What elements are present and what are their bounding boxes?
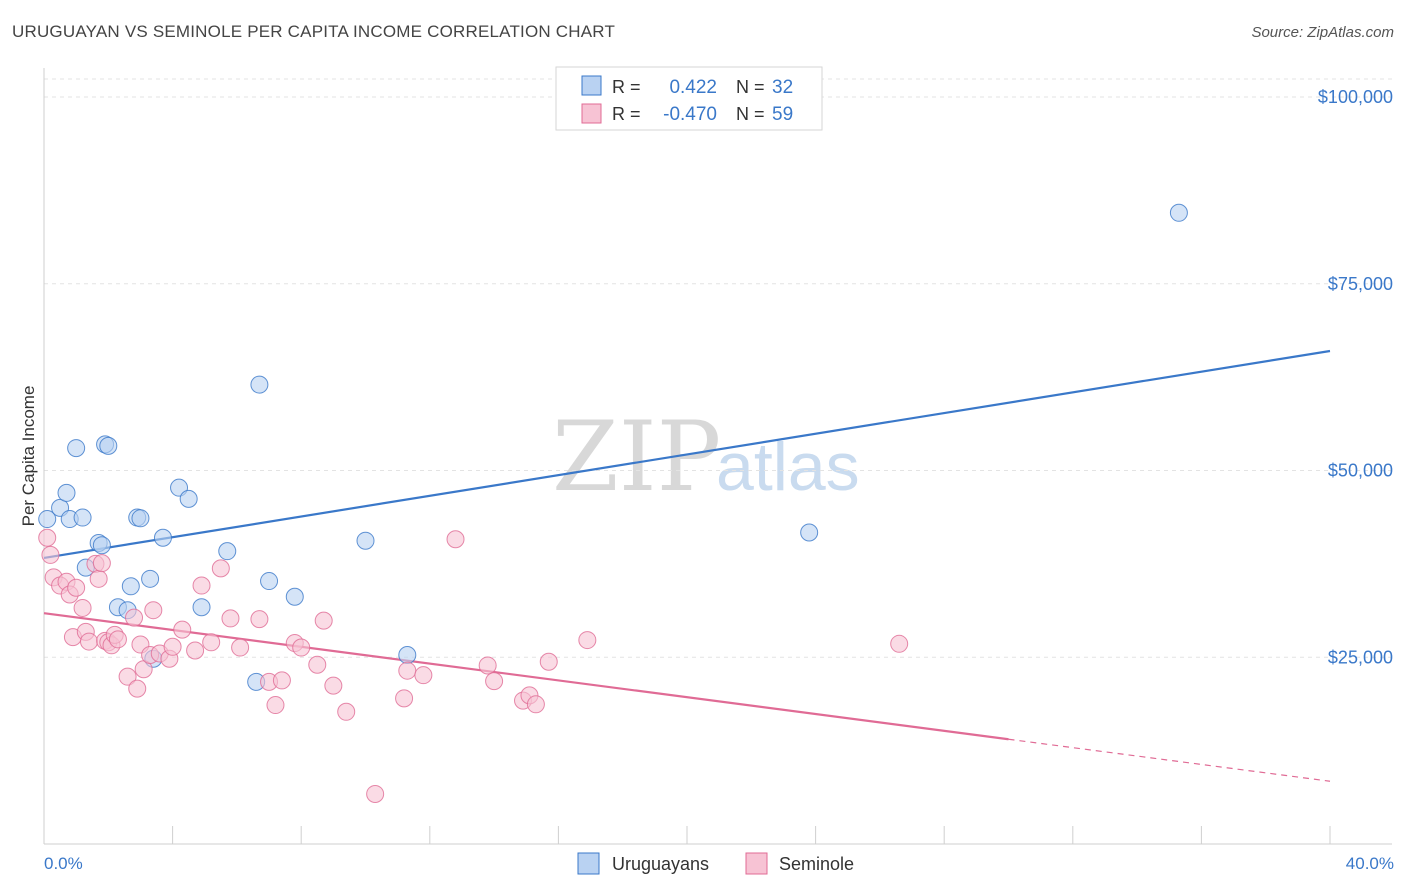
point-blue-25 bbox=[260, 572, 279, 591]
point-pink-29 bbox=[186, 641, 205, 660]
legend-n-label-pink: N = bbox=[736, 104, 765, 124]
y-tick-label-2: $75,000 bbox=[1328, 274, 1393, 294]
point-pink-44 bbox=[337, 702, 356, 721]
x-tick-label-left: 0.0% bbox=[44, 854, 83, 873]
legend-bottom: Uruguayans Seminole bbox=[577, 852, 854, 875]
point-pink-30 bbox=[192, 576, 211, 595]
point-pink-11 bbox=[89, 569, 108, 588]
point-pink-54 bbox=[526, 695, 545, 714]
point-pink-20 bbox=[128, 679, 147, 698]
point-blue-30 bbox=[1169, 203, 1188, 222]
point-blue-10 bbox=[99, 436, 118, 455]
trend-lines bbox=[43, 349, 1331, 782]
legend-r-label-pink: R = bbox=[612, 104, 641, 124]
point-blue-5 bbox=[73, 508, 92, 527]
legend-n-label-blue: N = bbox=[736, 77, 765, 97]
point-blue-28 bbox=[398, 646, 417, 665]
legend-swatch-pink bbox=[581, 103, 602, 124]
point-pink-35 bbox=[250, 610, 269, 629]
point-pink-56 bbox=[578, 631, 597, 650]
point-pink-45 bbox=[366, 784, 385, 803]
chart-title: URUGUAYAN VS SEMINOLE PER CAPITA INCOME … bbox=[12, 22, 616, 41]
y-tick-label-1: $50,000 bbox=[1328, 461, 1393, 481]
point-pink-41 bbox=[308, 655, 327, 674]
point-blue-16 bbox=[141, 569, 160, 588]
point-pink-49 bbox=[446, 530, 465, 549]
point-pink-19 bbox=[125, 608, 144, 627]
point-blue-15 bbox=[131, 509, 150, 528]
legend-top: R = 0.422 N = 32 R = -0.470 N = 59 bbox=[555, 66, 823, 131]
point-pink-7 bbox=[73, 598, 92, 617]
point-blue-22 bbox=[218, 542, 237, 561]
legend-bottom-swatch-blue bbox=[577, 852, 600, 875]
legend-n-value-blue: 32 bbox=[772, 77, 793, 98]
point-blue-26 bbox=[285, 587, 304, 606]
point-pink-18 bbox=[118, 667, 137, 686]
point-pink-46 bbox=[395, 689, 414, 708]
grid bbox=[44, 78, 1392, 658]
point-pink-28 bbox=[173, 620, 192, 639]
point-pink-40 bbox=[292, 638, 311, 657]
watermark-zip: ZIP bbox=[552, 401, 721, 513]
axes bbox=[43, 68, 1392, 845]
point-pink-48 bbox=[414, 666, 433, 685]
point-pink-55 bbox=[539, 652, 558, 671]
point-pink-17 bbox=[108, 630, 127, 649]
point-pink-33 bbox=[221, 609, 240, 628]
point-pink-12 bbox=[92, 554, 111, 573]
legend-r-label-blue: R = bbox=[612, 77, 641, 97]
point-blue-29 bbox=[800, 523, 819, 542]
point-blue-4 bbox=[67, 439, 86, 458]
y-tick-labels: $25,000 $50,000 $75,000 $100,000 bbox=[1318, 87, 1393, 667]
point-blue-24 bbox=[250, 375, 269, 394]
point-pink-50 bbox=[478, 656, 497, 675]
data-points bbox=[38, 203, 1188, 803]
point-blue-21 bbox=[192, 598, 211, 617]
point-pink-9 bbox=[80, 632, 99, 651]
point-blue-27 bbox=[356, 531, 375, 550]
y-tick-label-3: $100,000 bbox=[1318, 87, 1393, 107]
x-tick-label-right: 40.0% bbox=[1346, 854, 1394, 873]
point-pink-31 bbox=[202, 633, 221, 652]
legend-r-value-pink: -0.470 bbox=[663, 104, 717, 125]
legend-n-value-pink: 59 bbox=[772, 104, 793, 125]
trend-line-pink-dashed bbox=[1008, 738, 1331, 782]
legend-bottom-label-blue: Uruguayans bbox=[612, 854, 709, 874]
point-blue-20 bbox=[179, 489, 198, 508]
trend-line-blue bbox=[43, 349, 1331, 559]
point-pink-57 bbox=[890, 634, 909, 653]
point-pink-38 bbox=[272, 671, 291, 690]
source-credit: Source: ZipAtlas.com bbox=[1251, 24, 1394, 41]
point-blue-18 bbox=[153, 528, 172, 547]
point-blue-8 bbox=[92, 536, 111, 555]
point-blue-2 bbox=[57, 483, 76, 502]
point-pink-32 bbox=[211, 559, 230, 578]
legend-r-value-blue: 0.422 bbox=[669, 77, 717, 98]
point-pink-42 bbox=[314, 611, 333, 630]
point-blue-13 bbox=[121, 577, 140, 596]
legend-bottom-swatch-pink bbox=[745, 852, 768, 875]
y-tick-label-0: $25,000 bbox=[1328, 647, 1393, 667]
legend-swatch-blue bbox=[581, 75, 602, 96]
watermark-atlas: atlas bbox=[716, 429, 860, 505]
point-pink-27 bbox=[163, 637, 182, 656]
point-pink-6 bbox=[67, 578, 86, 597]
point-pink-0 bbox=[41, 545, 60, 564]
point-pink-47 bbox=[398, 661, 417, 680]
point-pink-43 bbox=[324, 676, 343, 695]
legend-bottom-label-pink: Seminole bbox=[779, 854, 854, 874]
point-pink-51 bbox=[485, 672, 504, 691]
point-pink-58 bbox=[38, 528, 57, 547]
point-pink-24 bbox=[144, 601, 163, 620]
point-blue-0 bbox=[38, 510, 57, 529]
y-axis-label: Per Capita Income bbox=[19, 386, 38, 527]
point-pink-37 bbox=[266, 696, 285, 715]
trend-line-pink bbox=[43, 612, 1009, 741]
point-pink-34 bbox=[231, 638, 250, 657]
